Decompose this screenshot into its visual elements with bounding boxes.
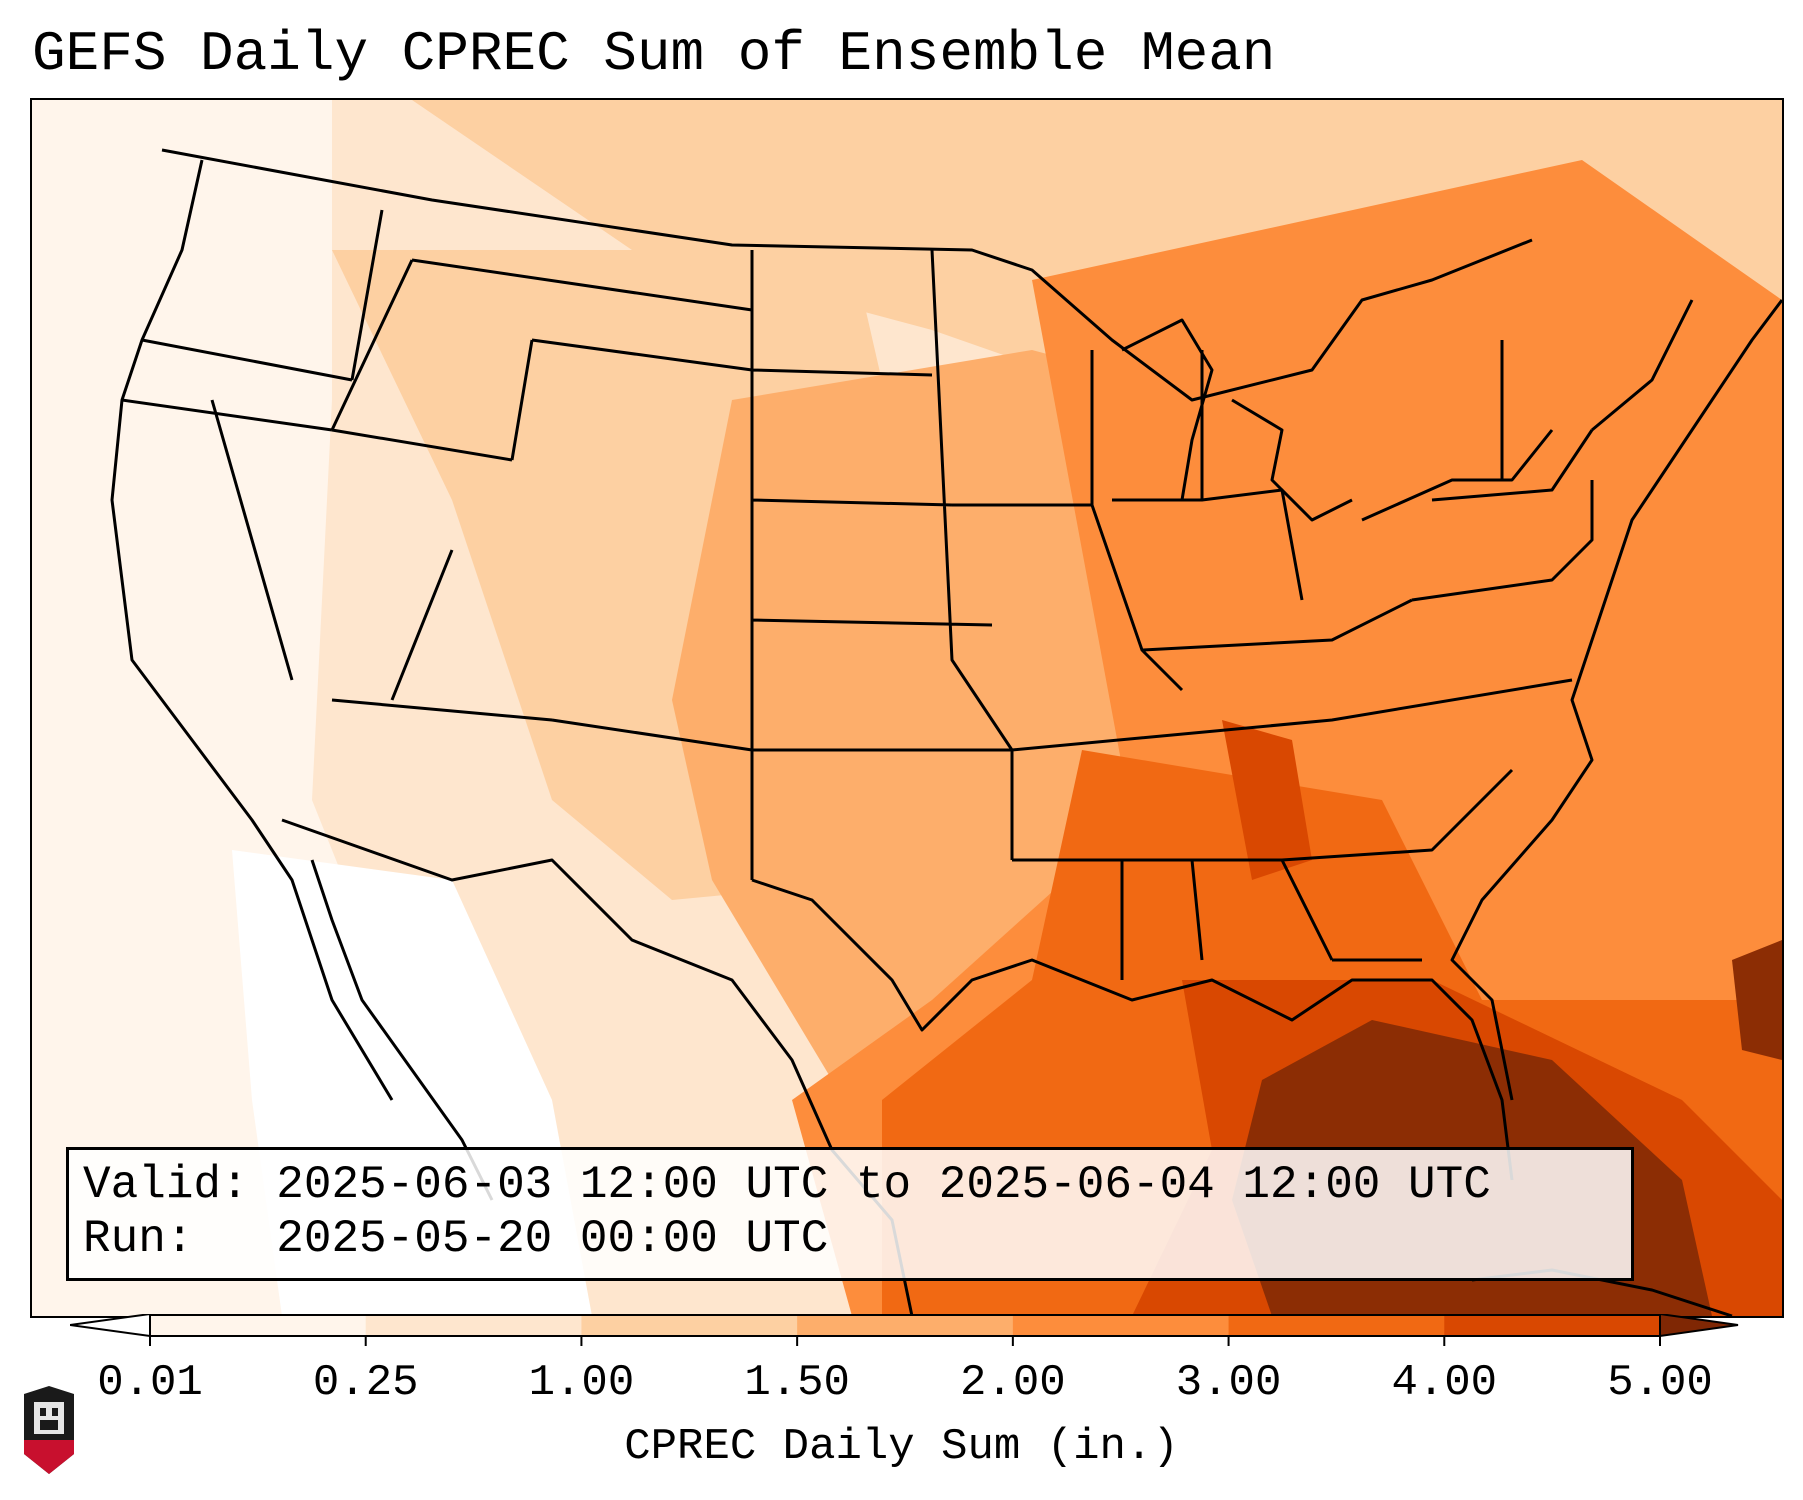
colorbar-segment [797, 1314, 1014, 1336]
plains-states [750, 249, 1014, 880]
precip-shading [32, 100, 1782, 1316]
colorbar-label: CPREC Daily Sum (in.) [624, 1422, 1179, 1472]
west-coast [110, 159, 394, 1101]
colorbar-segment [150, 1314, 367, 1336]
valid-run-info-box: Valid: 2025-06-03 12:00 UTC to 2025-06-0… [66, 1147, 1634, 1281]
colorbar-segment [1012, 1314, 1230, 1336]
precip-map [32, 100, 1782, 1316]
southern-states [1011, 678, 1573, 980]
valid-time-text: Valid: 2025-06-03 12:00 UTC to 2025-06-0… [83, 1159, 1491, 1211]
pacific-states [121, 209, 414, 681]
great-lakes [1121, 318, 1554, 522]
niu-logo [20, 1384, 78, 1481]
colorbar-segment [365, 1314, 582, 1336]
atlantic-coast [1450, 299, 1782, 1101]
mountain-states [331, 258, 754, 880]
colorbar-segment [1228, 1314, 1445, 1336]
niu-logo-icon [24, 1386, 74, 1474]
colorbar-tick-label: 0.01 [97, 1358, 203, 1408]
map-panel [30, 98, 1784, 1318]
us-canada-border [161, 148, 1533, 402]
colorbar-tick-label: 3.00 [1175, 1358, 1282, 1408]
colorbar-segment [1444, 1314, 1661, 1336]
colorbar-under-extend [70, 1314, 151, 1338]
shade-atlantic-darkest [1732, 940, 1782, 1060]
colorbar-tick-label: 4.00 [1391, 1358, 1498, 1408]
northeast-states [1411, 299, 1694, 602]
colorbar [70, 1314, 1739, 1346]
colorbar-segment [581, 1314, 798, 1336]
gulf-coast [751, 878, 1514, 1181]
run-time-text: Run: 2025-05-20 00:00 UTC [83, 1213, 829, 1265]
colorbar-tick-label: 0.25 [312, 1358, 419, 1408]
midwest-states [952, 350, 1413, 692]
colorbar-tick-label: 2.00 [960, 1358, 1066, 1408]
colorbar-tick-label: 1.00 [528, 1358, 635, 1408]
map-title: GEFS Daily CPREC Sum of Ensemble Mean [32, 22, 1276, 86]
colorbar-tick-label: 5.00 [1607, 1358, 1713, 1408]
colorbar-tick-label: 1.50 [744, 1358, 850, 1408]
colorbar-over-extend [1659, 1314, 1739, 1338]
colorbar-outline [149, 1314, 1661, 1337]
shade-ohio-darker [1222, 720, 1312, 880]
